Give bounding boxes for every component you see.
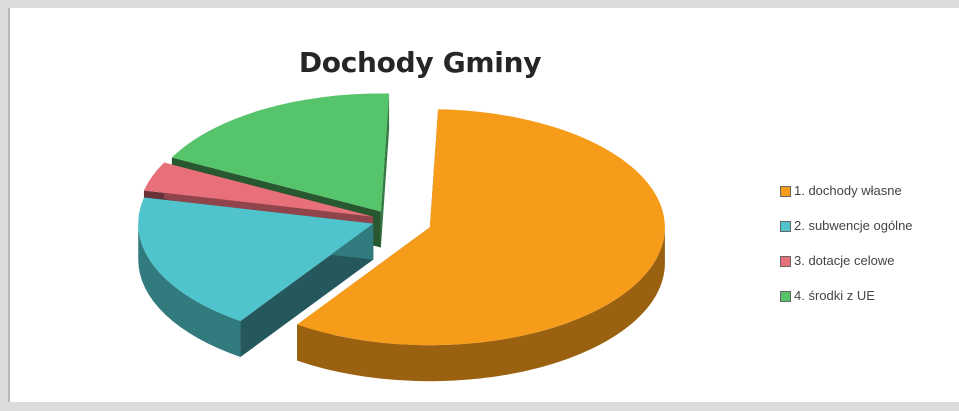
pie-slice-top-1: [297, 109, 665, 346]
pie-slice-top-2: [138, 197, 374, 321]
pie-slice-top-4: [171, 93, 390, 212]
pie-slice-side-2: [240, 223, 374, 357]
pie-slice-1: [297, 109, 665, 382]
legend-swatch-4: [780, 291, 791, 302]
pie-chart: [138, 93, 665, 382]
pie-slice-wall-2: [138, 223, 241, 357]
legend-swatch-1: [780, 186, 791, 197]
pie-slice-top-3: [143, 162, 374, 217]
legend-label-2: 2. subwencje ogólne: [794, 218, 913, 233]
legend-swatch-3: [780, 256, 791, 267]
pie-slice-side-4: [380, 93, 390, 248]
chart-area: Dochody Gminy 1. dochody własne 2. subwe…: [8, 8, 959, 402]
pie-slice-2: [138, 197, 374, 357]
chart-title: Dochody Gminy: [298, 46, 542, 79]
legend-swatch-2: [780, 221, 791, 232]
legend-label-1: 1. dochody własne: [794, 183, 902, 198]
pie-slice-wall-1: [297, 227, 665, 382]
legend-label-3: 3. dotacje celowe: [794, 253, 895, 268]
legend-label-4: 4. środki z UE: [794, 288, 875, 303]
